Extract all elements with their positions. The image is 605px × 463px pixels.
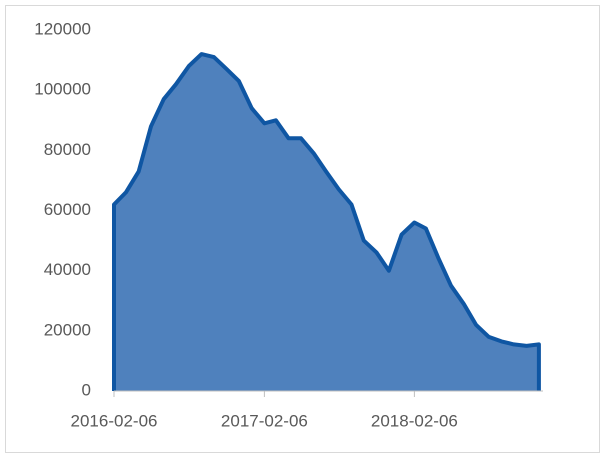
y-tick-label: 20000	[44, 320, 91, 339]
x-tick-label: 2018-02-06	[371, 411, 458, 430]
x-tick-label: 2016-02-06	[71, 411, 158, 430]
y-tick-label: 40000	[44, 260, 91, 279]
y-tick-label: 80000	[44, 140, 91, 159]
y-tick-label: 0	[82, 380, 91, 399]
area-fill	[114, 54, 539, 391]
y-tick-label: 120000	[34, 19, 91, 38]
area-line	[112, 52, 541, 391]
y-tick-label: 100000	[34, 80, 91, 99]
x-tick-label: 2017-02-06	[221, 411, 308, 430]
y-tick-label: 60000	[44, 200, 91, 219]
